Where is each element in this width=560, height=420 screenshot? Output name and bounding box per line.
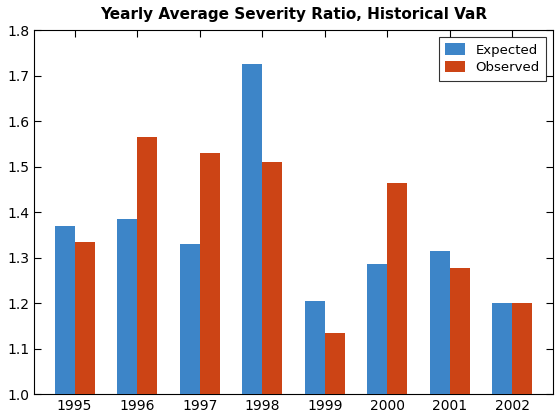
Bar	[430, 251, 450, 394]
Bar	[305, 301, 325, 394]
Bar	[262, 162, 282, 394]
Bar	[74, 242, 95, 394]
Bar	[388, 183, 407, 394]
Bar	[367, 265, 388, 394]
Bar	[512, 303, 533, 394]
Bar	[200, 153, 220, 394]
Bar	[325, 333, 345, 394]
Bar	[242, 64, 262, 394]
Bar	[492, 303, 512, 394]
Legend: Expected, Observed: Expected, Observed	[438, 37, 547, 81]
Title: Yearly Average Severity Ratio, Historical VaR: Yearly Average Severity Ratio, Historica…	[100, 7, 487, 22]
Bar	[117, 219, 137, 394]
Bar	[450, 268, 470, 394]
Bar	[137, 137, 157, 394]
Bar	[54, 226, 74, 394]
Bar	[180, 244, 200, 394]
